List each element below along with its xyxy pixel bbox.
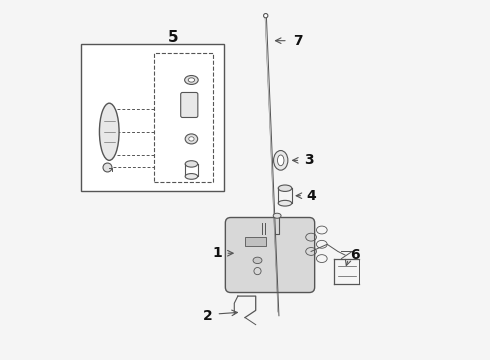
Text: 3: 3 [304, 153, 314, 167]
FancyBboxPatch shape [225, 217, 315, 293]
Bar [245, 237, 267, 246]
Ellipse shape [185, 134, 197, 144]
Text: 7: 7 [293, 34, 303, 48]
Ellipse shape [185, 161, 197, 167]
Text: 5: 5 [168, 30, 179, 45]
Bar [154, 53, 213, 182]
Ellipse shape [185, 174, 197, 179]
Ellipse shape [273, 213, 281, 218]
Ellipse shape [99, 103, 119, 160]
Ellipse shape [103, 163, 112, 172]
Ellipse shape [185, 76, 198, 85]
Text: 2: 2 [203, 310, 213, 323]
Ellipse shape [277, 155, 284, 166]
Bar [81, 44, 223, 191]
Ellipse shape [264, 14, 268, 18]
Ellipse shape [278, 185, 292, 192]
Ellipse shape [253, 257, 262, 264]
Text: 6: 6 [350, 248, 360, 262]
Ellipse shape [188, 78, 195, 82]
Ellipse shape [189, 137, 194, 141]
Text: 4: 4 [307, 189, 317, 203]
FancyBboxPatch shape [181, 93, 198, 117]
Ellipse shape [273, 150, 288, 170]
Text: 1: 1 [212, 246, 222, 260]
Ellipse shape [278, 201, 292, 206]
